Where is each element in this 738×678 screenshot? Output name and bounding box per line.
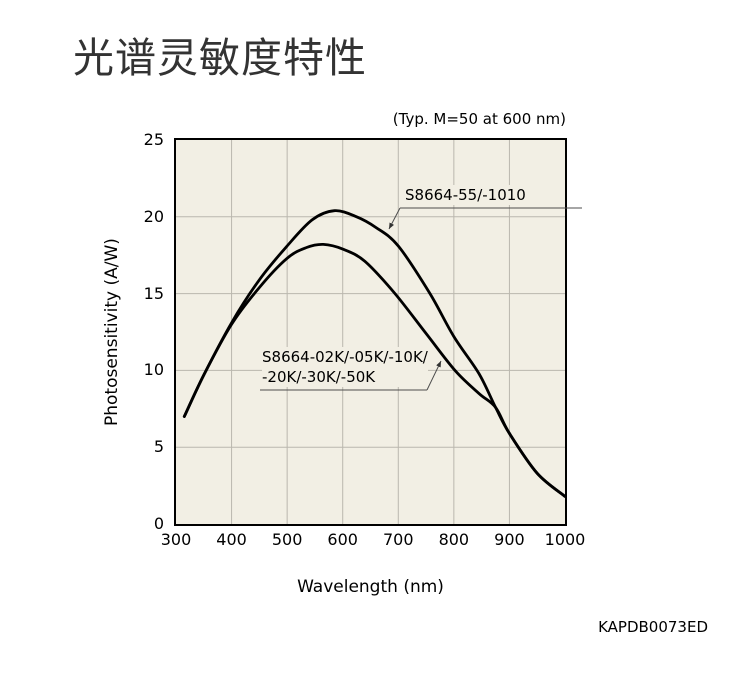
y-tick-label: 15 <box>143 283 164 303</box>
sensitivity-curves <box>182 209 567 498</box>
x-tick-label: 900 <box>494 530 525 549</box>
label-arrow-s8664-55 <box>388 207 401 230</box>
y-tick-label: 0 <box>153 514 164 533</box>
series-label-s8664-02k: S8664-02K/-05K/-10K/ -20K/-30K/-50K <box>262 347 428 387</box>
label-arrow-s8664-02k <box>426 360 442 391</box>
label-leader-lines <box>260 207 582 391</box>
x-axis-label: Wavelength (nm) <box>297 577 444 597</box>
series-label-line: S8664-02K/-05K/-10K/ <box>262 348 428 366</box>
series-label-s8664-55: S8664-55/-1010 <box>405 185 526 205</box>
x-tick-label: 700 <box>383 530 414 549</box>
y-tick-label: 20 <box>143 206 164 226</box>
series-label-line: S8664-55/-1010 <box>405 186 526 204</box>
x-tick-label: 300 <box>160 530 192 549</box>
page-title: 光谱灵敏度特性 <box>73 34 367 82</box>
typical-condition-note: (Typ. M=50 at 600 nm) <box>392 110 566 128</box>
plot-area: S8664-55/-1010 S8664-02K/-05K/-10K/ -20K… <box>144 130 586 549</box>
x-tick-label: 600 <box>327 530 358 549</box>
x-tick-label: 500 <box>271 530 303 549</box>
y-tick-label: 5 <box>153 437 164 457</box>
x-tick-label: 400 <box>216 530 247 549</box>
y-axis-label: Photosensitivity (A/W) <box>102 238 122 427</box>
curve-1 <box>182 242 567 498</box>
x-tick-label: 1000 <box>544 530 586 549</box>
x-tick-label: 800 <box>438 530 470 549</box>
document-code: KAPDB0073ED <box>598 618 708 636</box>
y-tick-label: 10 <box>143 360 164 380</box>
series-label-line: -20K/-30K/-50K <box>262 368 376 386</box>
y-tick-label: 25 <box>143 130 164 149</box>
